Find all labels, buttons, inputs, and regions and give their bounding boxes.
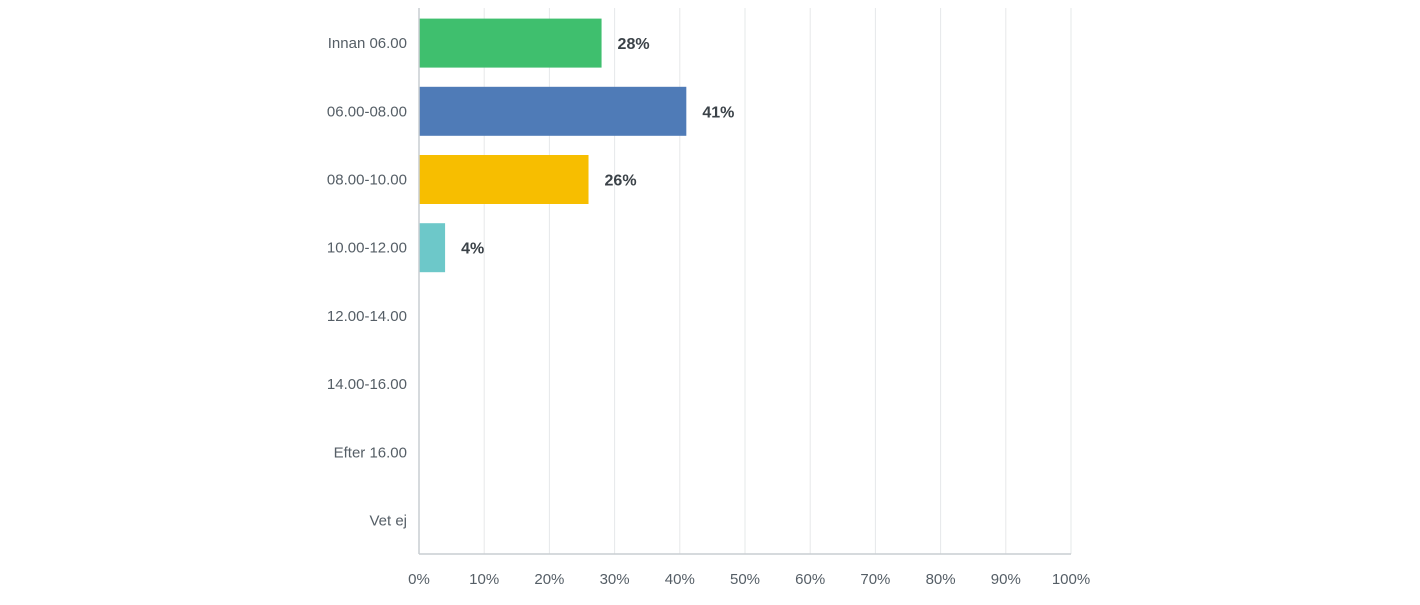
bar	[419, 86, 687, 136]
category-label: Vet ej	[369, 513, 407, 530]
x-tick-label: 60%	[795, 571, 825, 588]
category-label: 10.00-12.00	[327, 240, 407, 257]
axis-layer	[418, 8, 1071, 555]
x-tick-label: 80%	[926, 571, 956, 588]
x-tick-label: 10%	[469, 571, 499, 588]
category-label: 08.00-10.00	[327, 172, 407, 189]
bars-layer	[419, 18, 687, 273]
data-label: 28%	[618, 36, 650, 53]
category-label: 06.00-08.00	[327, 103, 407, 120]
bar	[419, 155, 589, 204]
bar	[419, 223, 446, 273]
category-label: Innan 06.00	[328, 35, 407, 52]
data-label: 4%	[461, 241, 484, 258]
data-label: 26%	[605, 173, 637, 190]
category-label: 12.00-14.00	[327, 308, 407, 325]
x-tick-label: 90%	[991, 571, 1021, 588]
category-label: 14.00-16.00	[327, 376, 407, 393]
x-tick-label: 40%	[665, 571, 695, 588]
x-tick-label: 20%	[534, 571, 564, 588]
x-tick-label: 50%	[730, 571, 760, 588]
x-tick-label: 30%	[600, 571, 630, 588]
data-label: 41%	[702, 104, 734, 121]
x-tick-label: 0%	[408, 571, 430, 588]
x-tick-label: 70%	[860, 571, 890, 588]
category-label: Efter 16.00	[334, 444, 407, 461]
x-tick-label: 100%	[1052, 571, 1090, 588]
bar	[419, 18, 602, 68]
labels-layer: 0% 10% 20% 30% 40% 50% 60% 70% 80% 90% 100% Innan 0…	[327, 35, 1090, 588]
